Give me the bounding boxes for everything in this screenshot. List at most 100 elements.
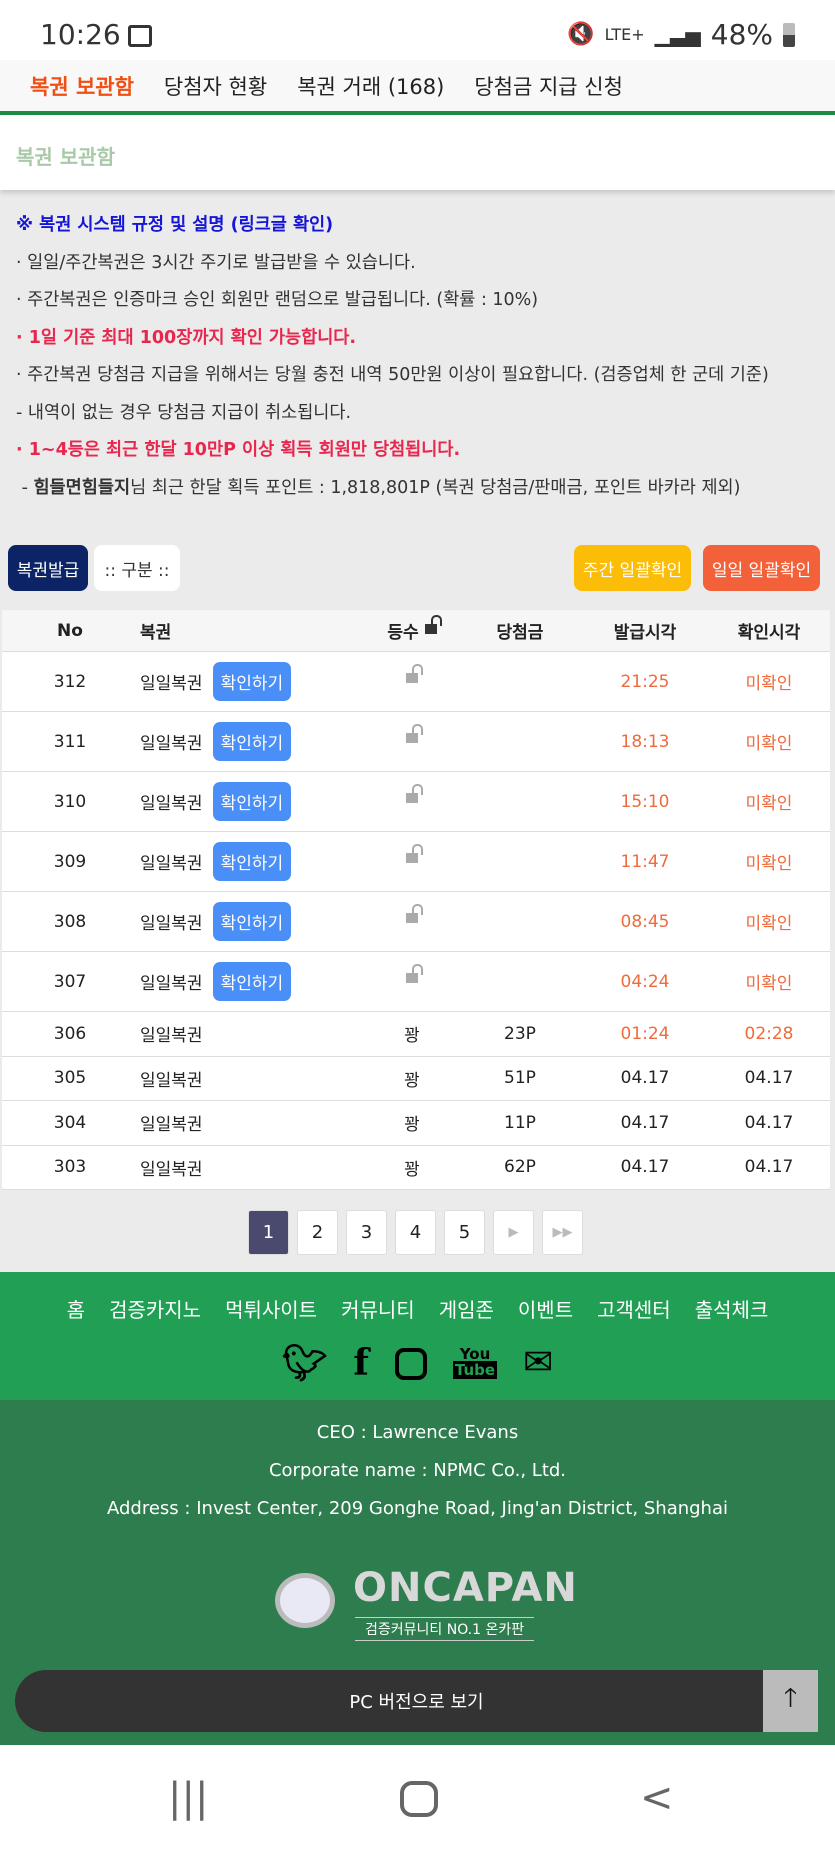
recent-apps-icon[interactable]: ||| (168, 1775, 209, 1821)
tab-lottery-trade[interactable]: 복권 거래 (168) (297, 75, 445, 99)
row-no: 307 (53, 971, 87, 992)
logo-subtitle: 검증커뮤니티 NO.1 온카판 (355, 1617, 535, 1641)
row-rank (372, 903, 452, 932)
facebook-icon[interactable]: f (353, 1342, 369, 1384)
tab-prize-request[interactable]: 당첨금 지급 신청 (474, 75, 623, 99)
issue-lottery-button[interactable]: 복권발급 (8, 545, 88, 591)
row-checked: 04.17 (744, 1112, 794, 1133)
row-no: 303 (53, 1157, 87, 1178)
lottery-name: 일일복권 (140, 1115, 203, 1136)
row-issued: 08:45 (620, 911, 670, 932)
tab-winners[interactable]: 당첨자 현황 (163, 75, 268, 99)
instagram-icon[interactable] (394, 1348, 427, 1380)
row-checked: 미확인 (745, 794, 793, 814)
footer-link-support[interactable]: 고객센터 (597, 1298, 671, 1322)
next-page-icon[interactable]: ▶ (493, 1210, 534, 1255)
lottery-name: 일일복권 (140, 1159, 203, 1180)
oncapan-logo[interactable]: ONCAPAN 검증커뮤니티 NO.1 온카판 (275, 1565, 577, 1641)
row-rank (372, 963, 452, 992)
col-issued: 발급시각 (613, 623, 677, 643)
page-4[interactable]: 4 (395, 1210, 436, 1255)
filter-select[interactable]: :: 구분 :: (94, 545, 180, 591)
weekly-confirm-all-button[interactable]: 주간 일괄확인 (574, 545, 691, 591)
home-icon[interactable] (400, 1781, 438, 1817)
check-button[interactable]: 확인하기 (212, 962, 292, 1001)
section-header: 복권 보관함 (0, 115, 835, 190)
last-page-icon[interactable]: ▶▶ (542, 1210, 583, 1255)
unlock-icon (424, 615, 442, 634)
table-row: 308 일일복권 확인하기 08:45 미확인 (2, 892, 830, 952)
status-bar: 10:26 🔇 LTE+ ▁▃▅ 48% (0, 0, 835, 60)
row-issued: 21:25 (620, 671, 670, 692)
table-row: 311 일일복권 확인하기 18:13 미확인 (2, 712, 830, 772)
rank-text: 꽝 (404, 1159, 420, 1180)
rank-text: 꽝 (404, 1115, 420, 1136)
logo-text: ONCAPAN (353, 1565, 578, 1611)
scroll-top-arrow-icon[interactable]: 🡑 (763, 1670, 818, 1732)
table-row: 305 일일복권 꽝 51P 04.17 04.17 (2, 1057, 830, 1101)
check-button[interactable]: 확인하기 (212, 842, 292, 881)
daily-confirm-all-button[interactable]: 일일 일괄확인 (703, 545, 820, 591)
rules-info: ※ 복권 시스템 규정 및 설명 (링크글 확인) · 일일/주간복권은 3시간… (16, 210, 826, 510)
row-checked: 미확인 (745, 914, 793, 934)
check-button[interactable]: 확인하기 (212, 902, 292, 941)
row-checked: 미확인 (745, 674, 793, 694)
row-checked: 02:28 (744, 1023, 794, 1044)
page-1[interactable]: 1 (248, 1210, 289, 1255)
footer-link-casino[interactable]: 검증카지노 (109, 1298, 202, 1322)
signal-icon: ▁▃▅ (654, 22, 701, 47)
mail-icon[interactable]: ✉ (523, 1342, 554, 1383)
row-no: 310 (53, 791, 87, 812)
row-no: 312 (53, 671, 87, 692)
footer-link-home[interactable]: 홈 (66, 1298, 86, 1322)
footer-link-events[interactable]: 이벤트 (517, 1298, 574, 1322)
rules-link[interactable]: ※ 복권 시스템 규정 및 설명 (링크글 확인) (16, 215, 334, 235)
corp-text: Corporate name : NPMC Co., Ltd. (268, 1460, 567, 1481)
row-lottery: 일일복권 확인하기 (140, 962, 292, 1001)
page-3[interactable]: 3 (346, 1210, 387, 1255)
footer-link-gamezone[interactable]: 게임존 (438, 1298, 494, 1322)
rule-line: - 내역이 없는 경우 당첨금 지급이 취소됩니다. (16, 402, 352, 423)
table-row: 304 일일복권 꽝 11P 04.17 04.17 (2, 1101, 830, 1146)
footer-link-community[interactable]: 커뮤니티 (341, 1298, 415, 1322)
page-2[interactable]: 2 (297, 1210, 338, 1255)
table-row: 310 일일복권 확인하기 15:10 미확인 (2, 772, 830, 832)
lottery-name: 일일복권 (140, 854, 203, 874)
footer-link-attendance[interactable]: 출석체크 (694, 1298, 769, 1322)
pc-version-label: PC 버전으로 보기 (349, 1692, 484, 1713)
footer-link-scam-sites[interactable]: 먹튀사이트 (225, 1298, 318, 1322)
row-prize: 23P (504, 1023, 536, 1044)
rule-line: · 일일/주간복권은 3시간 주기로 발급받을 수 있습니다. (16, 252, 416, 273)
tab-lottery-box[interactable]: 복권 보관함 (30, 75, 134, 99)
status-icons: 🔇 LTE+ ▁▃▅ 48% (567, 18, 795, 51)
youtube-icon[interactable]: You Tube (452, 1345, 498, 1379)
row-no: 308 (53, 911, 87, 932)
table-row: 312 일일복권 확인하기 21:25 미확인 (2, 652, 830, 712)
table-row: 307 일일복권 확인하기 04:24 미확인 (2, 952, 830, 1012)
unlock-icon (406, 843, 423, 863)
check-button[interactable]: 확인하기 (212, 722, 292, 761)
clock: 10:26 (40, 18, 121, 51)
table-row: 306 일일복권 꽝 23P 01:24 02:28 (2, 1012, 830, 1057)
row-checked: 04.17 (744, 1068, 794, 1089)
pc-version-button[interactable]: PC 버전으로 보기 🡑 (15, 1670, 818, 1732)
back-icon[interactable]: < (640, 1775, 674, 1821)
check-button[interactable]: 확인하기 (212, 782, 292, 821)
col-prize: 당첨금 (496, 623, 544, 643)
row-rank (372, 843, 452, 872)
row-rank (372, 663, 452, 692)
rank-text: 꽝 (404, 1070, 420, 1091)
row-no: 309 (53, 851, 87, 872)
footer-nav: 홈 검증카지노 먹튀사이트 커뮤니티 게임존 이벤트 고객센터 출석체크 🐦︎ … (0, 1272, 835, 1400)
row-issued: 04.17 (620, 1157, 670, 1178)
lottery-name: 일일복권 (140, 1070, 203, 1091)
check-button[interactable]: 확인하기 (212, 662, 292, 701)
rank-text: 꽝 (404, 1026, 420, 1047)
page-5[interactable]: 5 (444, 1210, 485, 1255)
row-issued: 04.17 (620, 1068, 670, 1089)
row-no: 305 (53, 1068, 87, 1089)
twitter-icon[interactable]: 🐦︎ (281, 1343, 328, 1384)
lottery-name: 일일복권 (140, 1026, 203, 1047)
lottery-name: 일일복권 (140, 794, 203, 814)
lottery-name: 일일복권 (140, 974, 203, 994)
